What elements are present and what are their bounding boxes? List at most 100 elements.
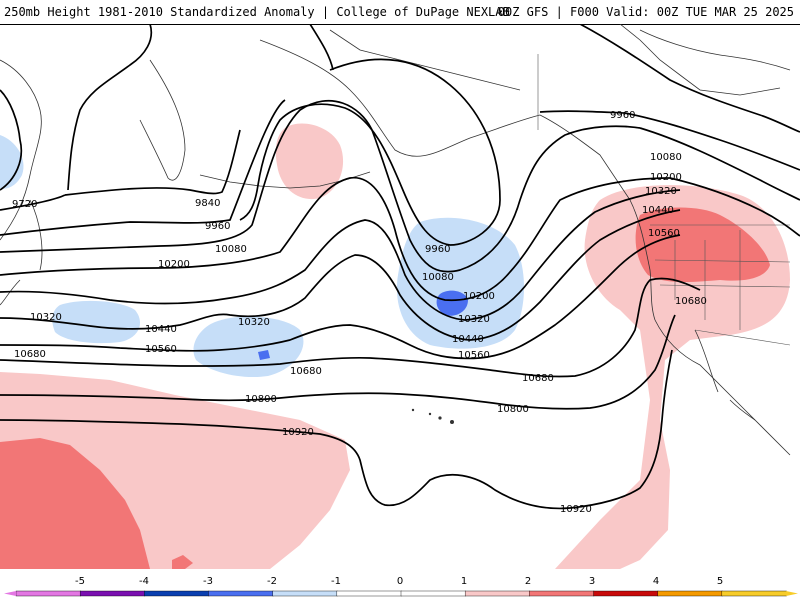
- label-10920-east: 10920: [560, 504, 592, 515]
- contour-10080-west: [0, 99, 641, 273]
- legend-swatch: [529, 590, 595, 597]
- negative-anomaly-far-west: [0, 135, 24, 189]
- label-10200-west: 10200: [158, 259, 190, 270]
- contour-10560: [0, 234, 681, 360]
- label-10320-gulf: 10320: [458, 314, 490, 325]
- moderate-negative-anomaly-central: [258, 350, 270, 360]
- label-9720: 9720: [12, 199, 37, 210]
- label-10320-west: 10320: [30, 312, 62, 323]
- label-10560-west: 10560: [145, 344, 177, 355]
- border-us-states-1: [674, 230, 741, 330]
- contour-10200-ne: [669, 177, 800, 237]
- legend-swatch: [272, 590, 338, 597]
- label-10080-gulf: 10080: [422, 272, 454, 283]
- coastline-alaska-north: [329, 29, 521, 91]
- legend-tick-label: 5: [717, 576, 723, 587]
- legend-swatch: [400, 590, 466, 597]
- legend-tick-label: 3: [589, 576, 595, 587]
- coastline-asia: [0, 59, 42, 241]
- label-10080-ne: 10080: [650, 152, 682, 163]
- coastline-arctic: [619, 24, 781, 96]
- negative-anomaly-west-pacific: [52, 300, 141, 344]
- positive-anomaly-west-coast: [555, 185, 790, 569]
- contour-10800: [0, 314, 676, 410]
- border-us-mexico: [694, 329, 791, 346]
- label-10440-west: 10440: [145, 324, 177, 335]
- contour-10200: [0, 176, 671, 302]
- legend-swatch: [593, 590, 659, 597]
- legend-swatch: [144, 590, 210, 597]
- label-10320-central: 10320: [238, 317, 270, 328]
- contour-north-loop: [67, 24, 153, 191]
- label-9960-west: 9960: [205, 221, 230, 232]
- label-10680-central: 10680: [290, 366, 322, 377]
- label-10200-gulf: 10200: [463, 291, 495, 302]
- legend-swatch: [336, 590, 402, 597]
- contour-north-ne: [579, 24, 800, 133]
- run-info: 00Z GFS | F000 Valid: 00Z TUE MAR 25 202…: [497, 5, 794, 19]
- label-10800-east: 10800: [497, 404, 529, 415]
- legend-tick-label: -4: [139, 576, 149, 587]
- label-9960-ne: 9960: [610, 110, 635, 121]
- contour-9720: [0, 89, 66, 211]
- height-contours: [0, 24, 800, 510]
- coastline-hudson: [639, 29, 791, 71]
- label-9960-gulf: 9960: [425, 244, 450, 255]
- legend-tick-label: 1: [461, 576, 467, 587]
- contour-10680: [0, 277, 701, 378]
- legend-swatch: [657, 590, 723, 597]
- legend-swatch: [721, 590, 787, 597]
- label-10440-ne: 10440: [642, 205, 674, 216]
- label-10680-east: 10680: [522, 373, 554, 384]
- label-10440-gulf: 10440: [452, 334, 484, 345]
- legend-swatch: [15, 590, 81, 597]
- legend-swatch: [208, 590, 274, 597]
- label-10680-west: 10680: [14, 349, 46, 360]
- label-10800-central: 10800: [245, 394, 277, 405]
- color-legend: -5 -4 -3 -2 -1 0 1 2 3 4 5: [0, 570, 800, 600]
- coastline-baja: [694, 329, 756, 421]
- anomaly-map: 9720 9840 9960 10080 10200 10320 10440 1…: [0, 24, 800, 569]
- hawaii-islands: [411, 408, 454, 424]
- contour-9840: [64, 129, 241, 196]
- contour-10920: [0, 349, 673, 510]
- legend-swatch: [79, 590, 146, 597]
- coastline-california: [654, 319, 791, 456]
- label-10320-ne: 10320: [645, 186, 677, 197]
- legend-bar: [4, 590, 798, 597]
- contour-9960-west: [0, 99, 286, 236]
- label-9840: 9840: [195, 198, 220, 209]
- contour-9960-ne: [539, 110, 800, 171]
- label-10920-central: 10920: [282, 427, 314, 438]
- legend-swatch: [464, 590, 531, 597]
- border-us-states-2: [654, 259, 791, 288]
- legend-tick-label: 0: [397, 576, 403, 587]
- strong-positive-anomaly-blob: [172, 555, 193, 569]
- label-10560-ne: 10560: [648, 228, 680, 239]
- label-10200-ne: 10200: [650, 172, 682, 183]
- label-10560-gulf: 10560: [458, 350, 490, 361]
- legend-ticks: -5 -4 -3 -2 -1 0 1 2 3 4 5: [75, 576, 723, 587]
- label-10080-west: 10080: [215, 244, 247, 255]
- legend-tick-label: 2: [525, 576, 531, 587]
- label-10680-ne: 10680: [675, 296, 707, 307]
- contour-labels: 9720 9840 9960 10080 10200 10320 10440 1…: [12, 110, 707, 515]
- legend-tick-label: -2: [267, 576, 277, 587]
- coastline-canada-west: [539, 114, 656, 321]
- positive-anomaly-bering: [275, 123, 344, 200]
- political-borders: [537, 54, 791, 346]
- header-bar: 250mb Height 1981-2010 Standardized Anom…: [0, 0, 800, 25]
- legend-left-arrow: [4, 591, 16, 596]
- legend-tick-label: 4: [653, 576, 659, 587]
- contour-9960-east: [239, 58, 501, 246]
- coastline-japan: [0, 199, 43, 306]
- map-title: 250mb Height 1981-2010 Standardized Anom…: [4, 5, 510, 19]
- contour-10080-ne: [639, 127, 800, 201]
- coastline-kamchatka: [139, 59, 186, 181]
- contour-10440: [0, 209, 681, 341]
- contour-north-alaska: [309, 24, 334, 71]
- legend-tick-label: -3: [203, 576, 213, 587]
- strong-positive-anomaly-west-coast: [635, 207, 770, 283]
- strong-positive-anomaly-southwest: [0, 438, 150, 569]
- legend-tick-label: -1: [331, 576, 341, 587]
